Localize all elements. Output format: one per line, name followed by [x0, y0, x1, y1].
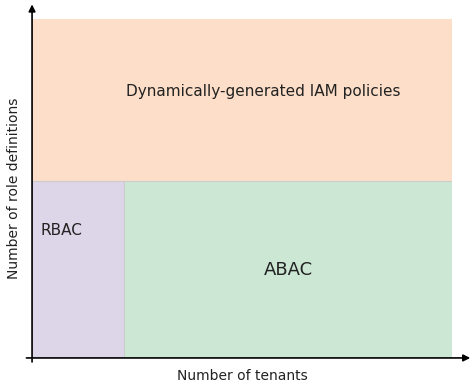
Bar — [125, 181, 452, 358]
Bar — [32, 19, 452, 181]
Bar — [32, 181, 125, 358]
Text: ABAC: ABAC — [264, 261, 313, 279]
Text: RBAC: RBAC — [40, 223, 82, 238]
Y-axis label: Number of role definitions: Number of role definitions — [7, 98, 21, 279]
Text: Dynamically-generated IAM policies: Dynamically-generated IAM policies — [126, 84, 400, 99]
X-axis label: Number of tenants: Number of tenants — [177, 369, 308, 383]
